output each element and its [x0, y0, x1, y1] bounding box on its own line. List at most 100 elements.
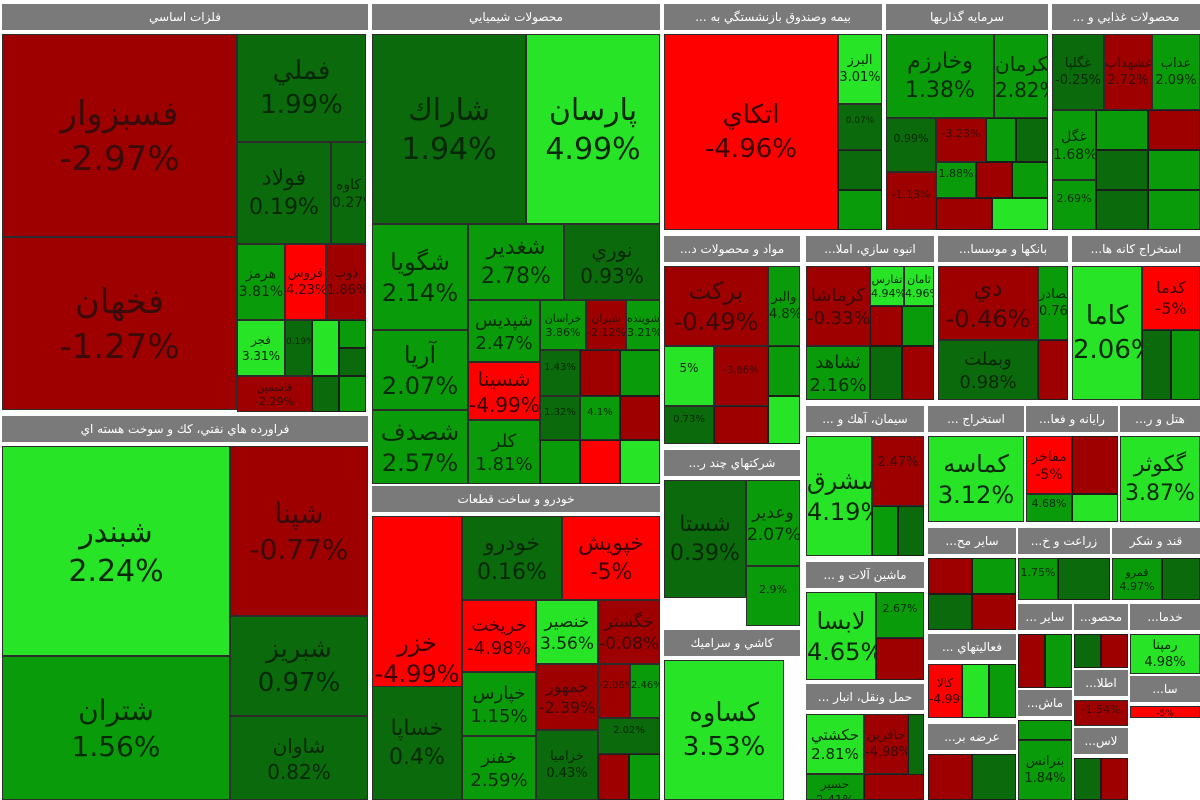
sector-title[interactable]: خودرو و ساخت قطعات: [372, 486, 660, 512]
small-stock-tile[interactable]: [1096, 190, 1148, 230]
sector-title[interactable]: سا...: [1130, 676, 1200, 702]
stock-tile[interactable]: كاوه 0.27%: [331, 142, 366, 244]
stock-tile[interactable]: شغدير 2.78%: [468, 224, 564, 300]
sector-title[interactable]: فلزات اساسي: [2, 4, 368, 30]
stock-tile[interactable]: حسير 2.41%: [806, 774, 864, 800]
sector-title[interactable]: خدما...: [1130, 604, 1200, 630]
small-stock-tile[interactable]: [1148, 150, 1200, 190]
stock-tile[interactable]: شيران -2.12%: [586, 300, 626, 350]
sector-title[interactable]: كاشي و سراميك: [664, 630, 800, 656]
small-stock-tile[interactable]: [768, 396, 800, 444]
small-stock-tile[interactable]: [928, 594, 972, 630]
sector-title[interactable]: بانكها و موسسا...: [938, 236, 1068, 262]
stock-tile[interactable]: شپنا -0.77%: [230, 446, 368, 616]
stock-tile[interactable]: اتكاي -4.96%: [664, 34, 838, 230]
stock-tile[interactable]: 0.07%: [838, 104, 882, 150]
stock-tile[interactable]: شپديس 2.47%: [468, 300, 540, 362]
stock-tile[interactable]: خگستر -0.08%: [598, 600, 660, 664]
small-stock-tile[interactable]: [1018, 634, 1045, 688]
stock-tile[interactable]: خپويش -5%: [562, 516, 660, 600]
stock-tile[interactable]: شاراك 1.94%: [372, 34, 526, 224]
small-stock-tile[interactable]: [1171, 330, 1200, 400]
sector-title[interactable]: محصو...: [1074, 604, 1128, 630]
small-stock-tile[interactable]: [1148, 190, 1200, 230]
small-stock-tile[interactable]: [1101, 634, 1128, 668]
stock-tile[interactable]: 4.1%: [580, 396, 620, 440]
sector-title[interactable]: رايانه و فعا...: [1026, 406, 1118, 432]
small-stock-tile[interactable]: [339, 348, 366, 376]
stock-tile[interactable]: البرز 3.01%: [838, 34, 882, 104]
sector-title[interactable]: ساير ...: [1018, 604, 1072, 630]
sector-title[interactable]: استخراج كانه ها...: [1072, 236, 1200, 262]
sector-title[interactable]: حمل ونقل، انبار ...: [806, 684, 924, 710]
stock-tile[interactable]: عداب 2.09%: [1152, 34, 1200, 110]
sector-title[interactable]: زراعت و خ...: [1018, 528, 1110, 554]
small-stock-tile[interactable]: [1074, 758, 1101, 800]
sector-title[interactable]: لاس...: [1074, 728, 1128, 754]
stock-tile[interactable]: وعدير 2.07%: [746, 480, 800, 566]
small-stock-tile[interactable]: [1162, 558, 1200, 600]
small-stock-tile[interactable]: [870, 306, 902, 346]
small-stock-tile[interactable]: [629, 754, 660, 800]
stock-tile[interactable]: 2.9%: [746, 566, 800, 626]
sector-title[interactable]: بيمه وصندوق بازنشستگي به ...: [664, 4, 882, 30]
stock-tile[interactable]: بركت -0.49%: [664, 266, 768, 346]
stock-tile[interactable]: 2.67%: [876, 592, 924, 638]
small-stock-tile[interactable]: [838, 190, 882, 230]
stock-tile[interactable]: -2.06%: [598, 664, 630, 718]
small-stock-tile[interactable]: [312, 320, 339, 376]
stock-tile[interactable]: فجر 3.31%: [237, 320, 285, 376]
sector-title[interactable]: مواد و محصولات د...: [664, 236, 800, 262]
stock-tile[interactable]: حكشتي 2.81%: [806, 714, 864, 774]
small-stock-tile[interactable]: [1101, 758, 1128, 800]
stock-tile[interactable]: غشهداب 2.72%: [1104, 34, 1152, 110]
sector-title[interactable]: ساير مح...: [928, 528, 1016, 554]
stock-tile[interactable]: كدما -5%: [1142, 266, 1200, 330]
stock-tile[interactable]: شتران 1.56%: [2, 656, 230, 800]
stock-tile[interactable]: دي -0.46%: [938, 266, 1038, 340]
stock-tile[interactable]: 2.02%: [598, 718, 660, 754]
small-stock-tile[interactable]: [872, 506, 898, 556]
small-stock-tile[interactable]: [598, 754, 629, 800]
stock-tile[interactable]: وسكرمان2.82%: [994, 34, 1048, 118]
stock-tile[interactable]: وخارزم 1.38%: [886, 34, 994, 118]
small-stock-tile[interactable]: [620, 396, 660, 440]
stock-tile[interactable]: غگلپا -0.25%: [1052, 34, 1104, 110]
stock-tile[interactable]: خزاميا 0.43%: [536, 730, 598, 800]
small-stock-tile[interactable]: [339, 320, 366, 348]
stock-tile[interactable]: 2.47%: [872, 436, 924, 506]
stock-tile[interactable]: حافرين -4.98%: [864, 714, 908, 774]
stock-tile[interactable]: 0.99%: [886, 118, 936, 172]
sector-title[interactable]: محصولات شيميايي: [372, 4, 660, 30]
small-stock-tile[interactable]: [540, 440, 580, 484]
stock-tile[interactable]: 1.88%: [936, 162, 976, 198]
stock-tile[interactable]: -1.13%: [886, 172, 936, 230]
small-stock-tile[interactable]: [870, 346, 902, 400]
sector-title[interactable]: استخراج ...: [928, 406, 1024, 432]
stock-tile[interactable]: 1.32%: [540, 396, 580, 440]
stock-tile[interactable]: سشرق 4.19%: [806, 436, 872, 556]
stock-tile[interactable]: 4.68%: [1026, 494, 1072, 522]
small-stock-tile[interactable]: [620, 440, 660, 484]
small-stock-tile[interactable]: [1142, 330, 1171, 400]
small-stock-tile[interactable]: [1072, 436, 1118, 494]
stock-tile[interactable]: شوينده 3.21%: [626, 300, 660, 350]
stock-tile[interactable]: -5%: [1130, 706, 1200, 718]
small-stock-tile[interactable]: [339, 376, 366, 412]
stock-tile[interactable]: 0.73%: [664, 406, 714, 444]
stock-tile[interactable]: غگل 1.68%: [1052, 110, 1096, 180]
small-stock-tile[interactable]: [1038, 340, 1068, 400]
stock-tile[interactable]: -1.54%: [1074, 700, 1128, 726]
stock-tile[interactable]: خودرو 0.16%: [462, 516, 562, 600]
stock-tile[interactable]: لابسا 4.65%: [806, 592, 876, 680]
stock-tile[interactable]: فخهان -1.27%: [2, 237, 237, 410]
sector-title[interactable]: سيمان، آهك و ...: [806, 406, 924, 432]
sector-title[interactable]: انبوه سازي، املا...: [806, 236, 934, 262]
stock-tile[interactable]: فاسمين -2.29%: [237, 376, 312, 412]
stock-tile[interactable]: فولاد 0.19%: [237, 142, 331, 244]
small-stock-tile[interactable]: [768, 346, 800, 396]
small-stock-tile[interactable]: [620, 350, 660, 396]
small-stock-tile[interactable]: [1016, 118, 1048, 162]
small-stock-tile[interactable]: [972, 558, 1016, 594]
